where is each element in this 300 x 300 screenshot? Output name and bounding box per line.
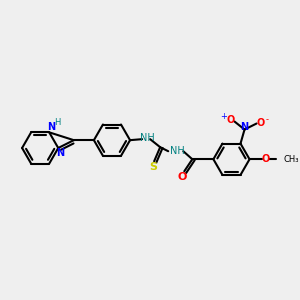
Text: NH: NH <box>170 146 184 156</box>
Text: N: N <box>47 122 55 132</box>
Text: N: N <box>241 122 249 131</box>
Text: S: S <box>149 162 157 172</box>
Text: +: + <box>220 112 227 121</box>
Text: O: O <box>256 118 265 128</box>
Text: O: O <box>178 172 187 182</box>
Text: -: - <box>265 115 268 124</box>
Text: N: N <box>56 148 64 158</box>
Text: NH: NH <box>140 133 154 143</box>
Text: CH₃: CH₃ <box>284 155 299 164</box>
Text: O: O <box>226 116 235 125</box>
Text: O: O <box>262 154 270 164</box>
Text: H: H <box>54 118 60 127</box>
